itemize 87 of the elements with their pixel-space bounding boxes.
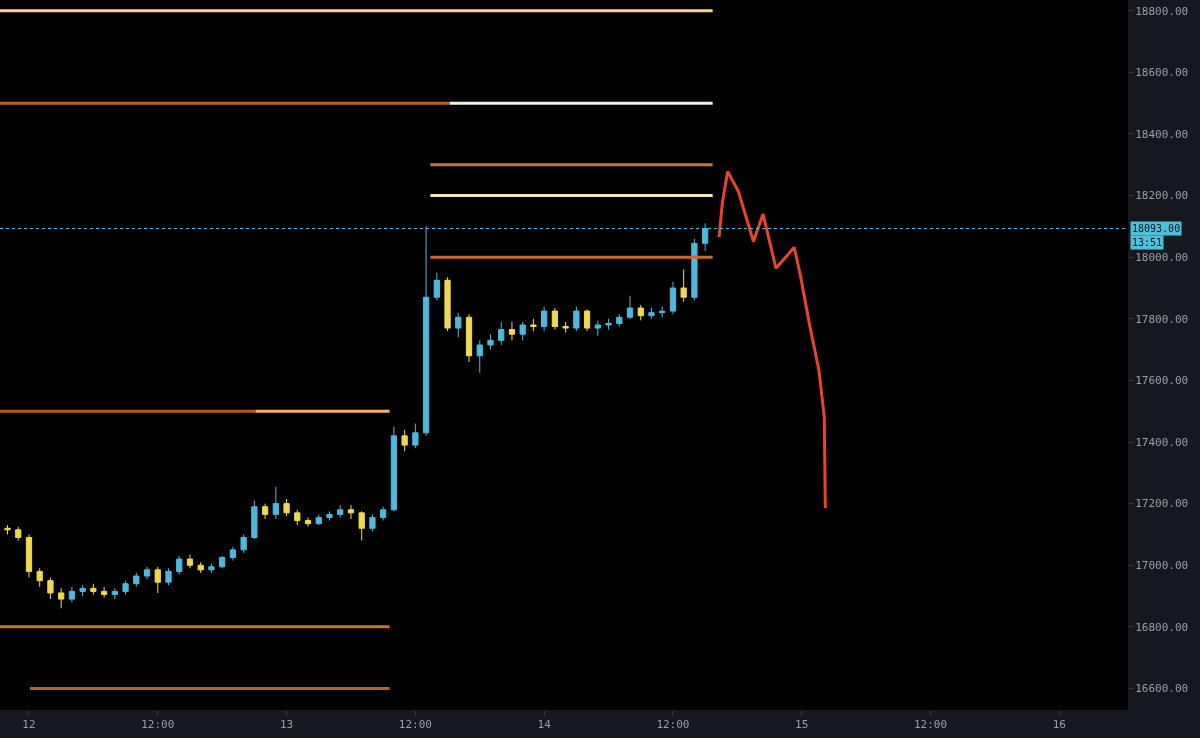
candlestick <box>240 533 247 554</box>
candlestick <box>272 486 279 520</box>
candlestick <box>594 319 601 337</box>
x-tick-label: 12:00 <box>398 718 432 732</box>
candlestick <box>380 506 387 522</box>
y-tick-label: 18400.00 <box>1135 127 1189 141</box>
y-tick-label: 18800.00 <box>1135 4 1189 18</box>
text: 13:51 <box>1132 237 1163 248</box>
y-tick-label: 17600.00 <box>1135 374 1189 388</box>
candlestick <box>100 586 108 599</box>
candlestick <box>465 313 473 363</box>
ref-line-label: 18093.00 <box>1132 223 1181 234</box>
candlestick <box>455 312 462 338</box>
candlestick <box>358 510 365 542</box>
candlestick <box>294 509 301 526</box>
candlestick <box>186 553 194 569</box>
x-tick-label: 13 <box>279 718 294 732</box>
candlestick <box>25 533 33 579</box>
candlestick <box>616 313 623 328</box>
x-tick-label: 16 <box>1052 718 1066 732</box>
candlestick <box>58 587 65 609</box>
candlestick <box>197 561 204 574</box>
candlestick <box>401 429 408 452</box>
candlestick <box>283 498 290 517</box>
candlestick <box>433 272 440 301</box>
candlestick <box>208 563 215 574</box>
y-tick-label: 17000.00 <box>1135 559 1189 573</box>
candlestick <box>143 566 151 580</box>
candlestick <box>347 504 355 520</box>
candlestick <box>326 510 333 522</box>
candlestick <box>573 305 580 332</box>
candlestick <box>680 269 687 303</box>
candlestick <box>369 513 376 532</box>
candlestick <box>261 503 269 520</box>
candlestick <box>122 580 129 595</box>
candlestick <box>498 321 505 346</box>
x-tick-label: 12:00 <box>656 718 690 732</box>
y-tick-label: 18600.00 <box>1135 66 1189 80</box>
candlestick <box>68 586 76 603</box>
x-tick-label: 12:00 <box>913 718 948 732</box>
candlestick <box>487 333 494 351</box>
candlestick <box>659 305 666 318</box>
candlestick <box>648 307 655 320</box>
candlestick <box>562 321 569 334</box>
y-tick-label: 18000.00 <box>1135 251 1189 265</box>
candlestick <box>111 587 118 600</box>
candlestick <box>219 555 226 569</box>
x-tick-label: 14 <box>537 718 552 732</box>
x-tick-label: 15 <box>795 718 809 732</box>
candlestick <box>315 513 322 526</box>
y-tick-label: 16600.00 <box>1135 682 1189 696</box>
y-tick-label: 18200.00 <box>1135 189 1189 203</box>
candlestick <box>15 526 22 542</box>
candlestick <box>176 555 183 575</box>
candlestick <box>541 305 548 332</box>
candlestick <box>36 567 43 588</box>
candlestick <box>476 339 483 374</box>
candlestick <box>530 318 537 332</box>
candlestick <box>605 318 612 331</box>
candlestick <box>4 524 11 535</box>
candlestick <box>337 504 344 518</box>
candlestick <box>669 281 677 315</box>
candlestick <box>165 567 172 586</box>
candlestick <box>626 295 634 320</box>
x-tick-label: 12:00 <box>141 718 175 732</box>
y-tick-label: 17200.00 <box>1135 497 1189 511</box>
candlestick <box>154 566 161 594</box>
candlestick <box>47 577 54 600</box>
candlestick <box>229 546 237 562</box>
candlestick <box>519 321 526 341</box>
y-tick-label: 17800.00 <box>1135 312 1189 326</box>
candlestick <box>79 584 86 597</box>
candlestick <box>251 500 258 540</box>
candlestick <box>304 516 312 528</box>
x-tick-label: 12 <box>22 718 36 732</box>
candlestick <box>412 423 419 449</box>
candlestick <box>583 309 591 332</box>
y-tick-label: 17400.00 <box>1135 435 1189 449</box>
candlestick <box>390 426 398 512</box>
candlestick <box>551 307 559 331</box>
candlestick <box>90 583 97 595</box>
candlestick <box>691 238 698 301</box>
candlestick <box>637 304 644 321</box>
candlestick <box>444 276 451 332</box>
y-tick-label: 16800.00 <box>1135 620 1189 634</box>
candlestick <box>133 572 140 588</box>
candlestick <box>508 321 516 341</box>
